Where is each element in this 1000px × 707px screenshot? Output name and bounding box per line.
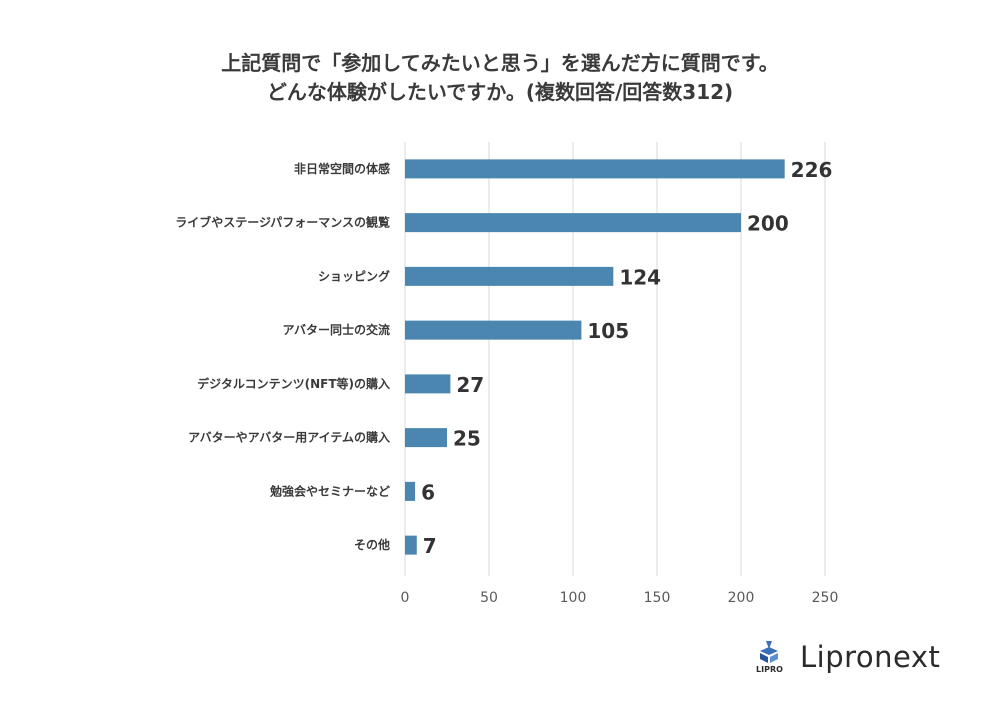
category-label: アバターやアバター用アイテムの購入 bbox=[188, 430, 390, 445]
category-label: 非日常空間の体感 bbox=[294, 161, 390, 176]
category-label: アバター同士の交流 bbox=[282, 322, 390, 337]
x-tick-label: 50 bbox=[480, 590, 498, 606]
bar bbox=[405, 535, 417, 555]
category-label: ライブやステージパフォーマンスの観覧 bbox=[175, 215, 390, 230]
x-tick-label: 100 bbox=[560, 590, 587, 606]
data-label: 105 bbox=[587, 319, 629, 343]
data-label: 7 bbox=[423, 534, 437, 558]
category-label: ショッピング bbox=[318, 268, 390, 283]
brand-logo: LIPRO Lipronext bbox=[756, 637, 966, 677]
category-label: 勉強会やセミナーなど bbox=[269, 483, 390, 498]
lipro-logo-icon: LIPRO bbox=[756, 641, 783, 674]
bar bbox=[405, 213, 741, 233]
data-label: 27 bbox=[456, 373, 484, 397]
bar bbox=[405, 159, 785, 179]
bar bbox=[405, 374, 451, 394]
data-label: 200 bbox=[747, 212, 789, 236]
bar bbox=[405, 266, 614, 286]
chart-title-line-2: どんな体験がしたいですか。(複数回答/回答数312) bbox=[266, 80, 734, 104]
bar bbox=[405, 320, 582, 340]
data-label: 124 bbox=[619, 265, 661, 289]
data-label: 25 bbox=[453, 427, 481, 451]
data-label: 226 bbox=[791, 158, 833, 182]
x-tick-label: 200 bbox=[728, 590, 755, 606]
x-tick-label: 150 bbox=[644, 590, 671, 606]
category-label: その他 bbox=[354, 537, 390, 552]
logo-mark-text: LIPRO bbox=[756, 665, 783, 674]
bar bbox=[405, 481, 416, 501]
x-tick-label: 250 bbox=[812, 590, 839, 606]
brand-name: Lipronext bbox=[800, 640, 941, 674]
bar bbox=[405, 428, 447, 448]
chart-title-line-1: 上記質問で「参加してみたいと思う」を選んだ方に質問です。 bbox=[221, 51, 779, 75]
x-tick-label: 0 bbox=[401, 590, 410, 606]
category-label: デジタルコンテンツ(NFT等)の購入 bbox=[197, 376, 390, 391]
data-label: 6 bbox=[421, 480, 435, 504]
